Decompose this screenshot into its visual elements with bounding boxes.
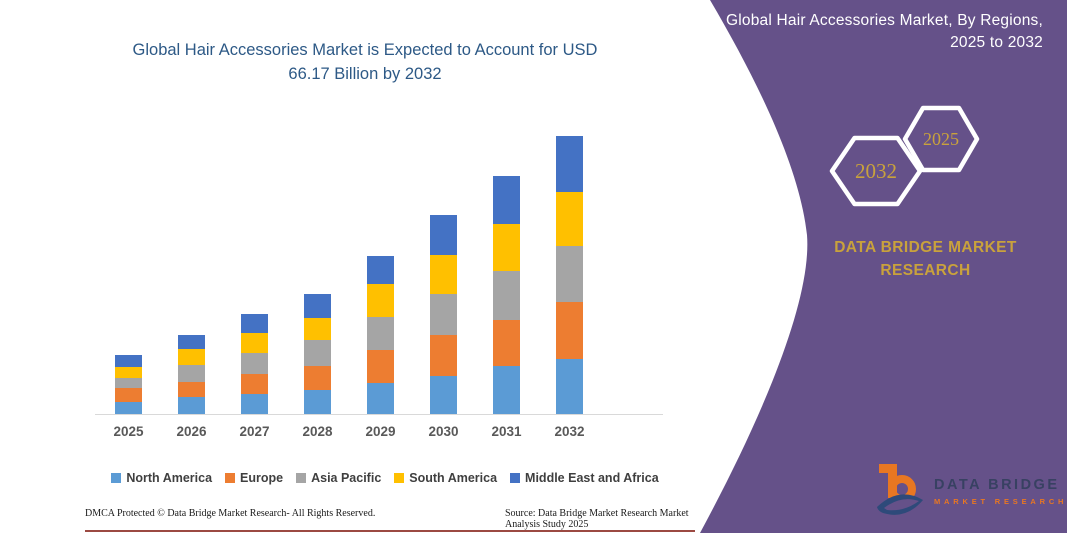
plot-area xyxy=(97,114,601,414)
bar-segment-middle-east-and-africa-2025 xyxy=(115,355,142,368)
bar-segment-south-america-2028 xyxy=(304,318,331,341)
bar-stack-2030 xyxy=(430,215,457,414)
legend-label-asia-pacific: Asia Pacific xyxy=(311,471,382,485)
bar-segment-south-america-2026 xyxy=(178,349,205,365)
bar-stack-2032 xyxy=(556,135,583,414)
legend-label-middle-east-and-africa: Middle East and Africa xyxy=(525,471,659,485)
bar-segment-north-america-2032 xyxy=(556,359,583,414)
bar-segment-asia-pacific-2029 xyxy=(367,316,394,351)
bar-segment-asia-pacific-2025 xyxy=(115,377,142,389)
legend-label-europe: Europe xyxy=(240,471,284,485)
chart-title-line1: Global Hair Accessories Market is Expect… xyxy=(132,41,598,59)
bar-segment-south-america-2030 xyxy=(430,254,457,294)
x-tick-2030: 2030 xyxy=(428,424,459,439)
bar-segment-europe-2025 xyxy=(115,388,142,402)
bar-segment-asia-pacific-2031 xyxy=(493,270,520,320)
bar-segment-middle-east-and-africa-2031 xyxy=(493,176,520,225)
legend-swatch-asia-pacific xyxy=(296,473,307,483)
bar-segment-asia-pacific-2026 xyxy=(178,364,205,382)
bottom-divider xyxy=(85,530,695,532)
bar-segment-north-america-2028 xyxy=(304,390,331,414)
legend-swatch-middle-east-and-africa xyxy=(510,473,521,483)
x-tick-2025: 2025 xyxy=(113,424,144,439)
x-tick-2031: 2031 xyxy=(491,424,522,439)
x-tick-2028: 2028 xyxy=(302,424,333,439)
legend-item-europe: Europe xyxy=(225,471,283,485)
legend-label-south-america: South America xyxy=(409,471,498,485)
bar-segment-middle-east-and-africa-2030 xyxy=(430,215,457,255)
x-tick-2026: 2026 xyxy=(176,424,207,439)
bar-2025 xyxy=(97,114,160,414)
bar-segment-north-america-2027 xyxy=(241,393,268,414)
bar-stack-2029 xyxy=(367,256,394,414)
legend-item-asia-pacific: Asia Pacific xyxy=(296,471,381,485)
x-axis-line xyxy=(95,414,663,415)
chart-title-line2: 66.17 Billion by 2032 xyxy=(288,65,442,83)
bar-segment-middle-east-and-africa-2028 xyxy=(304,294,331,319)
bar-segment-europe-2028 xyxy=(304,366,331,391)
bar-segment-middle-east-and-africa-2032 xyxy=(556,135,583,192)
bar-segment-south-america-2025 xyxy=(115,367,142,378)
bar-segment-europe-2029 xyxy=(367,350,394,384)
bar-segment-middle-east-and-africa-2027 xyxy=(241,314,268,333)
bar-segment-middle-east-and-africa-2026 xyxy=(178,335,205,350)
bar-segment-south-america-2031 xyxy=(493,224,520,271)
bar-stack-2028 xyxy=(304,294,331,414)
bar-segment-asia-pacific-2032 xyxy=(556,246,583,302)
bar-segment-europe-2026 xyxy=(178,381,205,398)
bar-segment-south-america-2029 xyxy=(367,284,394,317)
bar-segment-asia-pacific-2030 xyxy=(430,293,457,336)
bar-segment-south-america-2032 xyxy=(556,191,583,247)
bar-segment-south-america-2027 xyxy=(241,332,268,354)
legend-label-north-america: North America xyxy=(126,471,213,485)
bar-stack-2025 xyxy=(115,355,142,414)
bar-segment-middle-east-and-africa-2029 xyxy=(367,256,394,285)
legend-swatch-south-america xyxy=(394,473,405,483)
bar-segment-north-america-2026 xyxy=(178,397,205,414)
bar-2029 xyxy=(349,114,412,414)
x-axis-labels: 2025 2026 2027 2028 2029 2030 2031 2032 xyxy=(97,424,601,439)
bar-2030 xyxy=(412,114,475,414)
legend-swatch-europe xyxy=(225,473,236,483)
bar-segment-asia-pacific-2027 xyxy=(241,353,268,375)
bar-stack-2031 xyxy=(493,176,520,414)
source-notice: Source: Data Bridge Market Research Mark… xyxy=(505,508,689,530)
bar-segment-north-america-2025 xyxy=(115,401,142,414)
legend: North America Europe Asia Pacific South Ame… xyxy=(68,471,702,485)
legend-swatch-north-america xyxy=(111,473,122,483)
dmca-notice: DMCA Protected © Data Bridge Market Rese… xyxy=(85,508,376,519)
bar-stack-2027 xyxy=(241,314,268,414)
x-tick-2027: 2027 xyxy=(239,424,270,439)
bar-segment-asia-pacific-2028 xyxy=(304,340,331,367)
bar-segment-europe-2032 xyxy=(556,301,583,360)
bar-segment-north-america-2030 xyxy=(430,376,457,414)
bar-2032 xyxy=(538,114,601,414)
bar-segment-europe-2031 xyxy=(493,319,520,367)
x-tick-2029: 2029 xyxy=(365,424,396,439)
bar-segment-europe-2027 xyxy=(241,374,268,394)
bar-2026 xyxy=(160,114,223,414)
legend-item-south-america: South America xyxy=(394,471,497,485)
bar-2027 xyxy=(223,114,286,414)
bar-segment-north-america-2029 xyxy=(367,383,394,414)
bar-stack-2026 xyxy=(178,335,205,414)
chart-title: Global Hair Accessories Market is Expect… xyxy=(70,38,660,86)
bar-2031 xyxy=(475,114,538,414)
x-tick-2032: 2032 xyxy=(554,424,585,439)
legend-item-north-america: North America xyxy=(111,471,212,485)
bar-segment-north-america-2031 xyxy=(493,366,520,414)
bar-2028 xyxy=(286,114,349,414)
bar-segment-europe-2030 xyxy=(430,335,457,377)
legend-item-middle-east-and-africa: Middle East and Africa xyxy=(510,471,659,485)
